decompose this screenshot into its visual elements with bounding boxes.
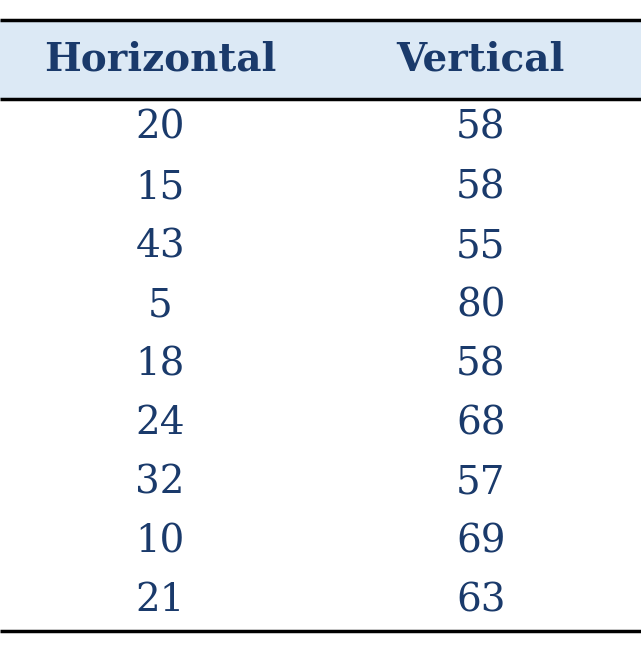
Text: 69: 69 — [456, 523, 506, 560]
Text: 15: 15 — [135, 169, 185, 206]
Text: 20: 20 — [135, 110, 185, 147]
Text: 18: 18 — [135, 346, 185, 384]
Text: 5: 5 — [148, 287, 172, 324]
Text: 58: 58 — [456, 346, 506, 384]
Text: 10: 10 — [135, 523, 185, 560]
Text: 57: 57 — [456, 464, 506, 501]
Text: 24: 24 — [135, 406, 185, 442]
Text: 32: 32 — [135, 464, 185, 501]
Text: 58: 58 — [456, 169, 506, 206]
Text: 58: 58 — [456, 110, 506, 147]
Text: 80: 80 — [456, 287, 506, 324]
Text: 43: 43 — [135, 228, 185, 265]
Text: 21: 21 — [135, 582, 185, 619]
Text: Horizontal: Horizontal — [44, 40, 276, 78]
Text: 55: 55 — [456, 228, 506, 265]
Text: 63: 63 — [456, 582, 506, 619]
Text: 68: 68 — [456, 406, 506, 442]
Text: Vertical: Vertical — [397, 40, 565, 78]
FancyBboxPatch shape — [0, 20, 641, 99]
